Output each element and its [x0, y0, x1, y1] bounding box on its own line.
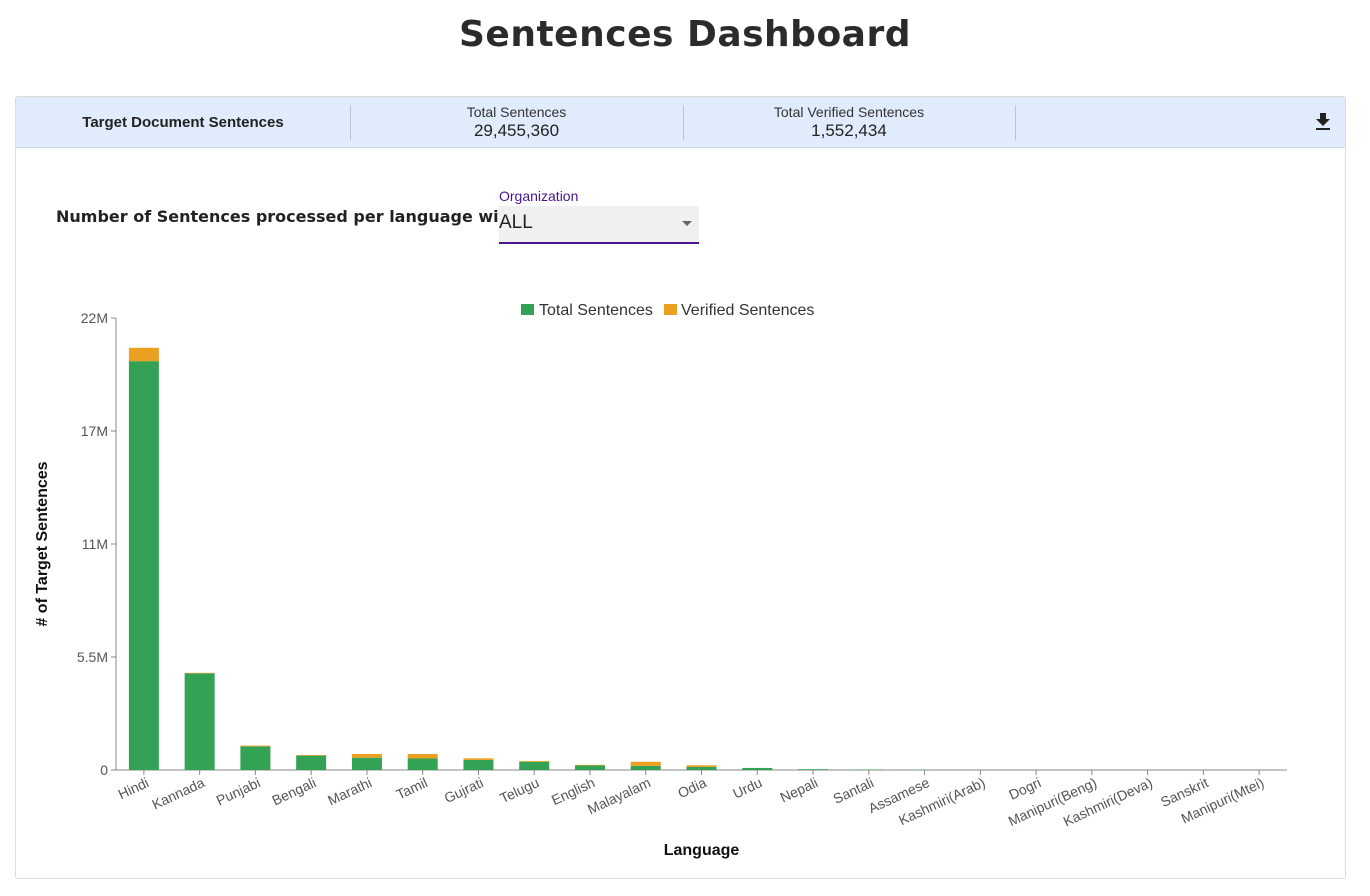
select-box[interactable]: ALL	[499, 206, 699, 244]
x-tick-label: Punjabi	[214, 774, 263, 808]
stat-total-sentences: Total Sentences 29,455,360	[350, 97, 683, 148]
x-tick-label: Bengali	[269, 774, 318, 808]
x-tick-label: Urdu	[730, 774, 764, 801]
stat-value: 1,552,434	[811, 121, 887, 140]
bar-verified-sentences	[686, 765, 717, 767]
select-value: ALL	[499, 212, 533, 233]
bar-verified-sentences	[240, 745, 271, 747]
legend-swatch-verified	[664, 304, 677, 315]
bar-verified-sentences	[519, 760, 550, 762]
bar-total-sentences	[798, 769, 829, 770]
download-button[interactable]	[1311, 110, 1335, 134]
bar-total-sentences	[463, 759, 494, 770]
summary-bar: Target Document Sentences Total Sentence…	[16, 97, 1345, 148]
bar-total-sentences	[574, 765, 605, 770]
bar-total-sentences	[407, 758, 438, 770]
divider	[1015, 105, 1016, 140]
bar-total-sentences	[184, 673, 215, 770]
bar-total-sentences	[630, 765, 661, 770]
stat-label: Total Sentences	[466, 104, 567, 120]
y-tick-label: 5.5M	[77, 649, 108, 665]
y-tick-label: 22M	[81, 310, 108, 326]
legend-label-verified: Verified Sentences	[681, 302, 814, 319]
bar-verified-sentences	[407, 753, 438, 759]
bar-total-sentences	[686, 766, 717, 770]
x-tick-label: Malayalam	[585, 774, 653, 817]
bar-verified-sentences	[351, 753, 382, 758]
bar-verified-sentences	[184, 672, 215, 674]
dashboard-card: Target Document Sentences Total Sentence…	[15, 96, 1346, 879]
download-icon	[1316, 113, 1330, 130]
bar-total-sentences	[351, 757, 382, 770]
stat-total-verified: Total Verified Sentences 1,552,434	[683, 97, 1015, 148]
x-tick-label: Hindi	[115, 774, 151, 802]
summary-title: Target Document Sentences	[82, 114, 284, 131]
caret-down-icon	[682, 221, 692, 226]
x-tick-label: Kannada	[149, 774, 207, 812]
chart-heading: Number of Sentences processed per langua…	[56, 207, 518, 226]
x-axis-title: Language	[664, 842, 740, 859]
bar-total-sentences	[742, 767, 773, 770]
x-tick-label: Nepali	[778, 774, 821, 805]
bar-verified-sentences	[630, 761, 661, 766]
bar-verified-sentences	[128, 347, 159, 362]
x-tick-label: Marathi	[325, 774, 374, 808]
page-title: Sentences Dashboard	[459, 14, 911, 55]
x-tick-label: Odia	[675, 774, 709, 801]
y-tick-label: 11M	[82, 536, 108, 552]
divider	[350, 105, 351, 140]
bar-total-sentences	[519, 761, 550, 770]
x-tick-label: Dogri	[1006, 774, 1043, 803]
bar-verified-sentences	[463, 758, 494, 760]
bar-total-sentences	[853, 769, 884, 770]
y-tick-label: 0	[100, 762, 108, 778]
select-caption: Organization	[499, 188, 579, 204]
x-tick-label: Gujrati	[442, 774, 486, 806]
legend-label-total: Total Sentences	[539, 302, 653, 319]
legend-swatch-total	[521, 304, 534, 315]
organization-select[interactable]: Organization ALL	[499, 188, 699, 244]
x-tick-label: Tamil	[394, 774, 430, 802]
bar-total-sentences	[240, 746, 271, 770]
y-axis-title: # of Target Sentences	[34, 461, 51, 626]
bar-verified-sentences	[296, 755, 327, 756]
stat-label: Total Verified Sentences	[773, 104, 925, 120]
bar-verified-sentences	[574, 764, 605, 766]
x-tick-label: Telugu	[497, 774, 541, 806]
divider	[683, 105, 684, 140]
bar-total-sentences	[296, 755, 327, 770]
bar-total-sentences	[128, 361, 159, 770]
y-tick-label: 17M	[81, 423, 108, 439]
stat-value: 29,455,360	[473, 121, 560, 140]
